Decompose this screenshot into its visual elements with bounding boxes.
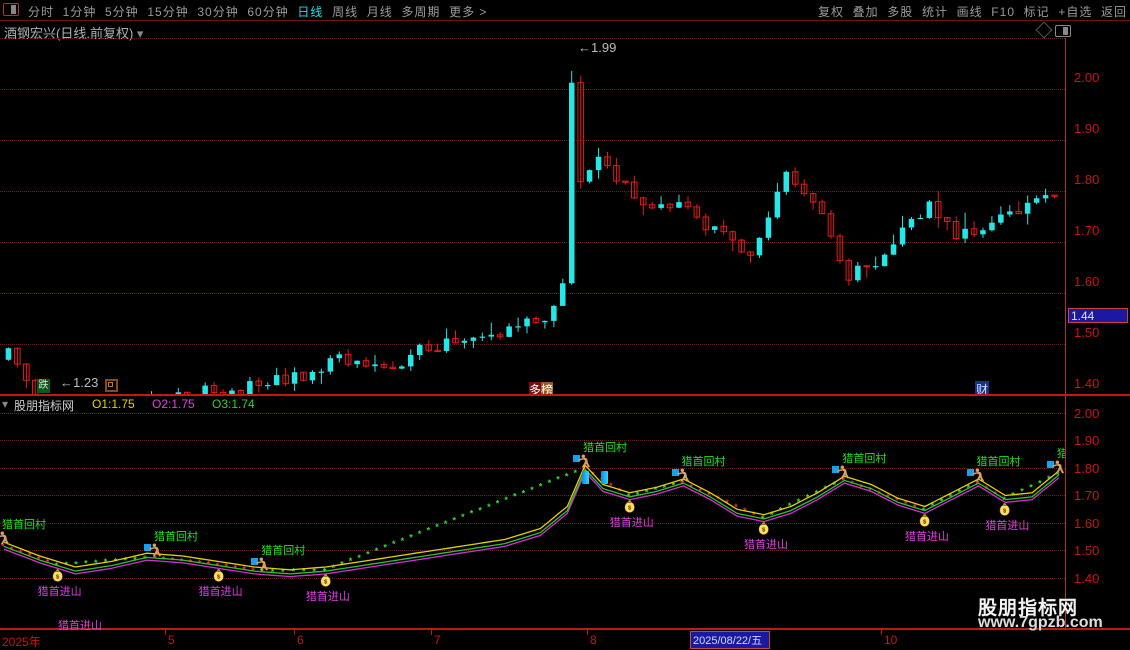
svg-text:*: * <box>198 559 202 569</box>
svg-text:*: * <box>124 556 128 566</box>
svg-text:*: * <box>556 475 560 485</box>
svg-text:*: * <box>1029 482 1033 492</box>
svg-text:*: * <box>427 526 431 536</box>
svg-text:*: * <box>292 567 296 577</box>
svg-text:*: * <box>383 543 387 553</box>
svg-text:*: * <box>513 492 517 502</box>
svg-text:*: * <box>171 555 175 565</box>
svg-text:*: * <box>453 515 457 525</box>
svg-text:*: * <box>618 487 622 497</box>
svg-text:*: * <box>401 536 405 546</box>
svg-text:*: * <box>366 549 370 559</box>
svg-text:*: * <box>496 499 500 509</box>
svg-text:*: * <box>444 519 448 529</box>
svg-text:*: * <box>530 485 534 495</box>
svg-text:*: * <box>418 529 422 539</box>
svg-text:*: * <box>470 509 474 519</box>
svg-text:*: * <box>435 522 439 532</box>
svg-text:*: * <box>548 478 552 488</box>
svg-text:*: * <box>522 488 526 498</box>
svg-text:*: * <box>478 505 482 515</box>
svg-text:*: * <box>94 558 98 568</box>
svg-text:*: * <box>74 559 78 569</box>
svg-text:*: * <box>189 558 193 568</box>
svg-text:*: * <box>504 495 508 505</box>
svg-text:*: * <box>392 539 396 549</box>
svg-text:*: * <box>565 471 569 481</box>
svg-text:*: * <box>375 546 379 556</box>
svg-text:*: * <box>349 556 353 566</box>
svg-text:*: * <box>574 468 578 478</box>
svg-text:*: * <box>180 557 184 567</box>
svg-text:*: * <box>409 532 413 542</box>
svg-text:*: * <box>752 510 756 520</box>
svg-text:*: * <box>1020 487 1024 497</box>
svg-text:*: * <box>539 482 543 492</box>
svg-text:*: * <box>332 563 336 573</box>
svg-text:*: * <box>461 512 465 522</box>
svg-text:*: * <box>84 559 88 569</box>
svg-text:*: * <box>143 554 147 564</box>
svg-text:*: * <box>487 502 491 512</box>
